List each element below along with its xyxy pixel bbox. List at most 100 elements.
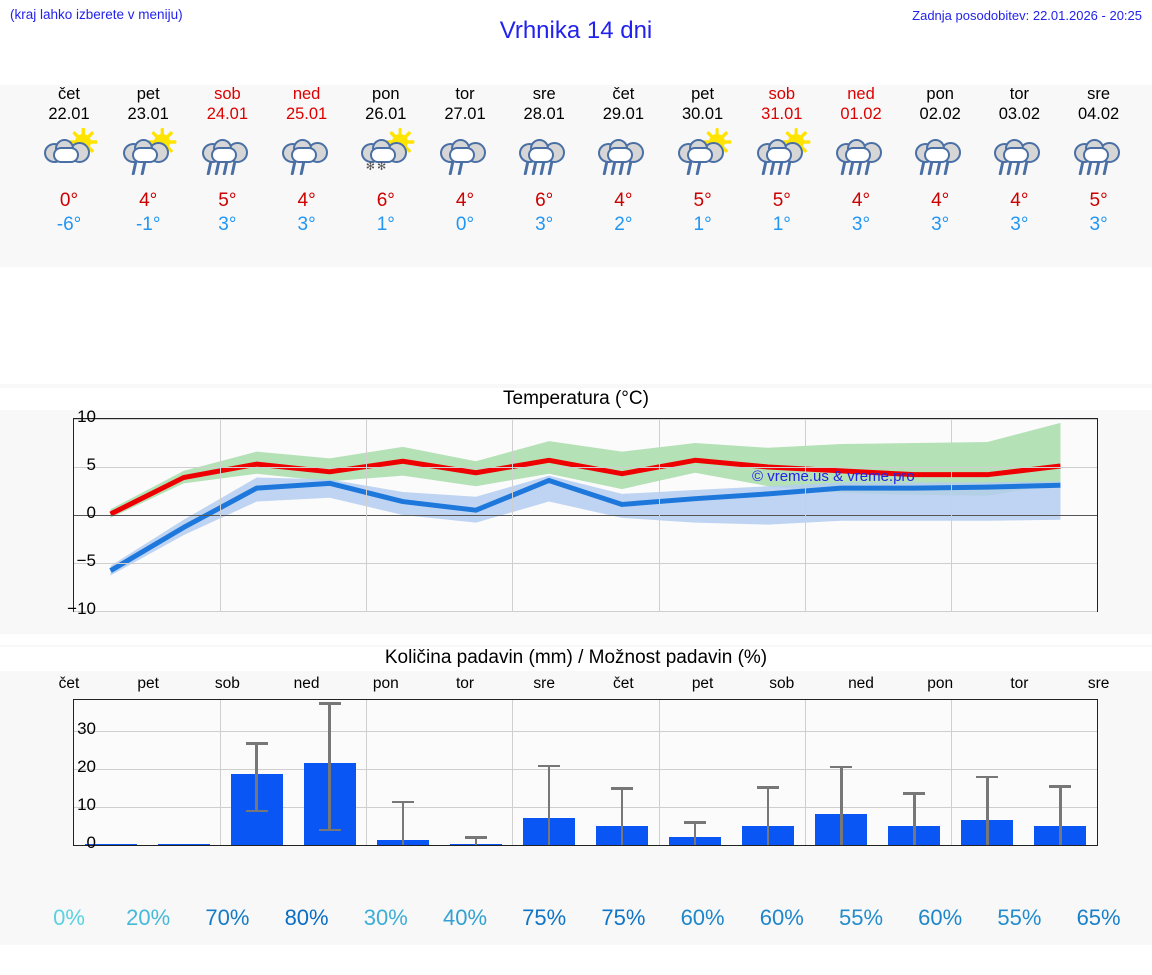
day-column[interactable]: sre 04.02 5° 3° [1060, 85, 1138, 237]
precipitation-error-bar [328, 701, 332, 829]
precipitation-bar[interactable] [84, 843, 137, 845]
precipitation-error-cap [318, 828, 341, 832]
day-date: 23.01 [127, 105, 169, 123]
temperature-y-tick-label: 10 [77, 407, 96, 426]
precipitation-probability-label: 60% [680, 905, 725, 930]
precipitation-error-bar [1059, 785, 1062, 845]
day-max-temp: 5° [218, 190, 237, 211]
day-max-temp: 0° [59, 190, 79, 211]
day-date: 30.01 [681, 105, 724, 123]
temperature-vgridline [512, 419, 514, 611]
cloud-icon [202, 139, 249, 163]
precipitation-probability-label: 80% [284, 905, 329, 930]
temperature-gridline [74, 515, 1097, 516]
day-of-week: pon [926, 85, 954, 103]
precipitation-day-label: sre [1087, 675, 1110, 692]
day-column[interactable]: pet 23.01 4° -1° [109, 85, 187, 237]
precipitation-vgridline [950, 700, 952, 845]
weather-icon-cloud-rain-heavy [584, 127, 662, 189]
weather-icon-cloud-rain-light [268, 127, 346, 189]
day-column[interactable]: sob 24.01 5° 3° [188, 85, 266, 237]
cloud-icon [598, 139, 645, 163]
day-date: 02.02 [919, 105, 961, 123]
day-column[interactable]: čet 29.01 4° 2° [584, 85, 662, 237]
precipitation-probability-label: 40% [442, 905, 488, 930]
day-column[interactable]: tor 03.02 4° 3° [980, 85, 1058, 237]
weather-icon-sun-cloud-rain [109, 127, 187, 189]
rain-drops-icon [682, 161, 722, 177]
day-column[interactable]: pet 30.01 5° 1° [664, 85, 742, 237]
precipitation-error-cap [537, 764, 560, 768]
day-min-temp: 3° [535, 214, 554, 235]
daily-forecast-strip: čet 22.01 0° -6° pet 23.01 4° -1° sob 24.01 5° 3° ne… [0, 85, 1152, 267]
day-column[interactable]: ned 01.02 4° 3° [822, 85, 900, 237]
precipitation-y-tick-label: 30 [77, 718, 96, 738]
menu-hint: (kraj lahko izberete v meniju) [10, 7, 183, 22]
day-date: 24.01 [206, 105, 249, 123]
day-min-temp: 1° [772, 214, 791, 235]
precipitation-vgridline [220, 700, 222, 845]
temperature-gridline [74, 419, 1097, 420]
day-min-temp: 3° [1010, 214, 1029, 235]
temperature-vgridline [220, 419, 222, 611]
precipitation-probability-label: 75% [522, 905, 567, 930]
precipitation-error-cap [903, 792, 926, 795]
page-header: (kraj lahko izberete v meniju) Vrhnika 1… [0, 0, 1152, 60]
weather-icon-cloud-rain-light [426, 127, 504, 189]
rain-drops-icon [523, 161, 563, 177]
weather-icon-sun-cloud-rain [664, 127, 742, 189]
temperature-vgridline [658, 419, 660, 611]
day-max-temp: 4° [1010, 190, 1029, 211]
day-of-week: ned [292, 85, 321, 103]
cloud-icon [519, 139, 566, 163]
precipitation-vgridline [512, 700, 514, 845]
temperature-y-tick-label: 5 [86, 455, 96, 474]
cloud-icon [440, 139, 486, 163]
precipitation-bar[interactable] [157, 843, 210, 845]
day-of-week: čet [612, 85, 635, 103]
day-min-temp: 1° [376, 214, 395, 235]
day-max-temp: 4° [455, 190, 475, 211]
precipitation-probability-label: 70% [205, 905, 250, 930]
day-min-temp: 0° [455, 214, 475, 235]
day-min-temp: 2° [614, 214, 633, 235]
precipitation-error-bar [766, 786, 770, 845]
cloud-icon [123, 139, 170, 163]
day-of-week: tor [1009, 85, 1030, 103]
precipitation-error-bar [839, 765, 843, 845]
precipitation-day-label: sre [533, 675, 555, 692]
precipitation-gridline [74, 768, 1097, 770]
day-column[interactable]: pon 26.01 ✻✻ 6° 1° [347, 85, 425, 237]
day-column[interactable]: ned 25.01 4° 3° [268, 85, 346, 237]
rain-drops-icon [998, 161, 1038, 177]
precipitation-chart-title: Količina padavin (mm) / Možnost padavin … [0, 647, 1152, 671]
temperature-vgridline [950, 419, 952, 611]
rain-drops-icon [919, 161, 959, 177]
weather-icon-cloud-rain-heavy [822, 127, 900, 189]
precipitation-day-label: sob [769, 675, 795, 692]
day-max-temp: 6° [376, 190, 395, 211]
temperature-y-tick-label: −5 [76, 551, 96, 570]
day-column[interactable]: tor 27.01 4° 0° [426, 85, 504, 237]
cloud-icon [756, 139, 803, 163]
last-updated-label: Zadnja posodobitev: 22.01.2026 - 20:25 [912, 8, 1142, 23]
precipitation-probability-label: 55% [838, 905, 884, 930]
day-column[interactable]: sre 28.01 6° 3° [505, 85, 583, 237]
cloud-icon [1073, 139, 1120, 163]
precipitation-y-tick-label: 0 [86, 833, 96, 852]
precipitation-probability-label: 75% [601, 905, 646, 930]
day-of-week: sob [214, 85, 241, 103]
precipitation-probability-label: 0% [53, 905, 85, 930]
precipitation-day-label: sob [214, 675, 240, 692]
rain-drops-icon [1078, 161, 1118, 177]
day-column[interactable]: sob 31.01 5° 1° [743, 85, 821, 237]
cloud-icon [360, 139, 407, 163]
day-column[interactable]: pon 02.02 4° 3° [901, 85, 979, 237]
temperature-gridline [74, 611, 1097, 612]
day-column[interactable]: čet 22.01 0° -6° [30, 85, 108, 237]
day-max-temp: 6° [535, 190, 554, 211]
cloud-icon [677, 139, 724, 163]
cloud-icon [281, 139, 328, 163]
precipitation-error-cap [830, 765, 853, 769]
day-max-temp: 4° [614, 190, 633, 211]
